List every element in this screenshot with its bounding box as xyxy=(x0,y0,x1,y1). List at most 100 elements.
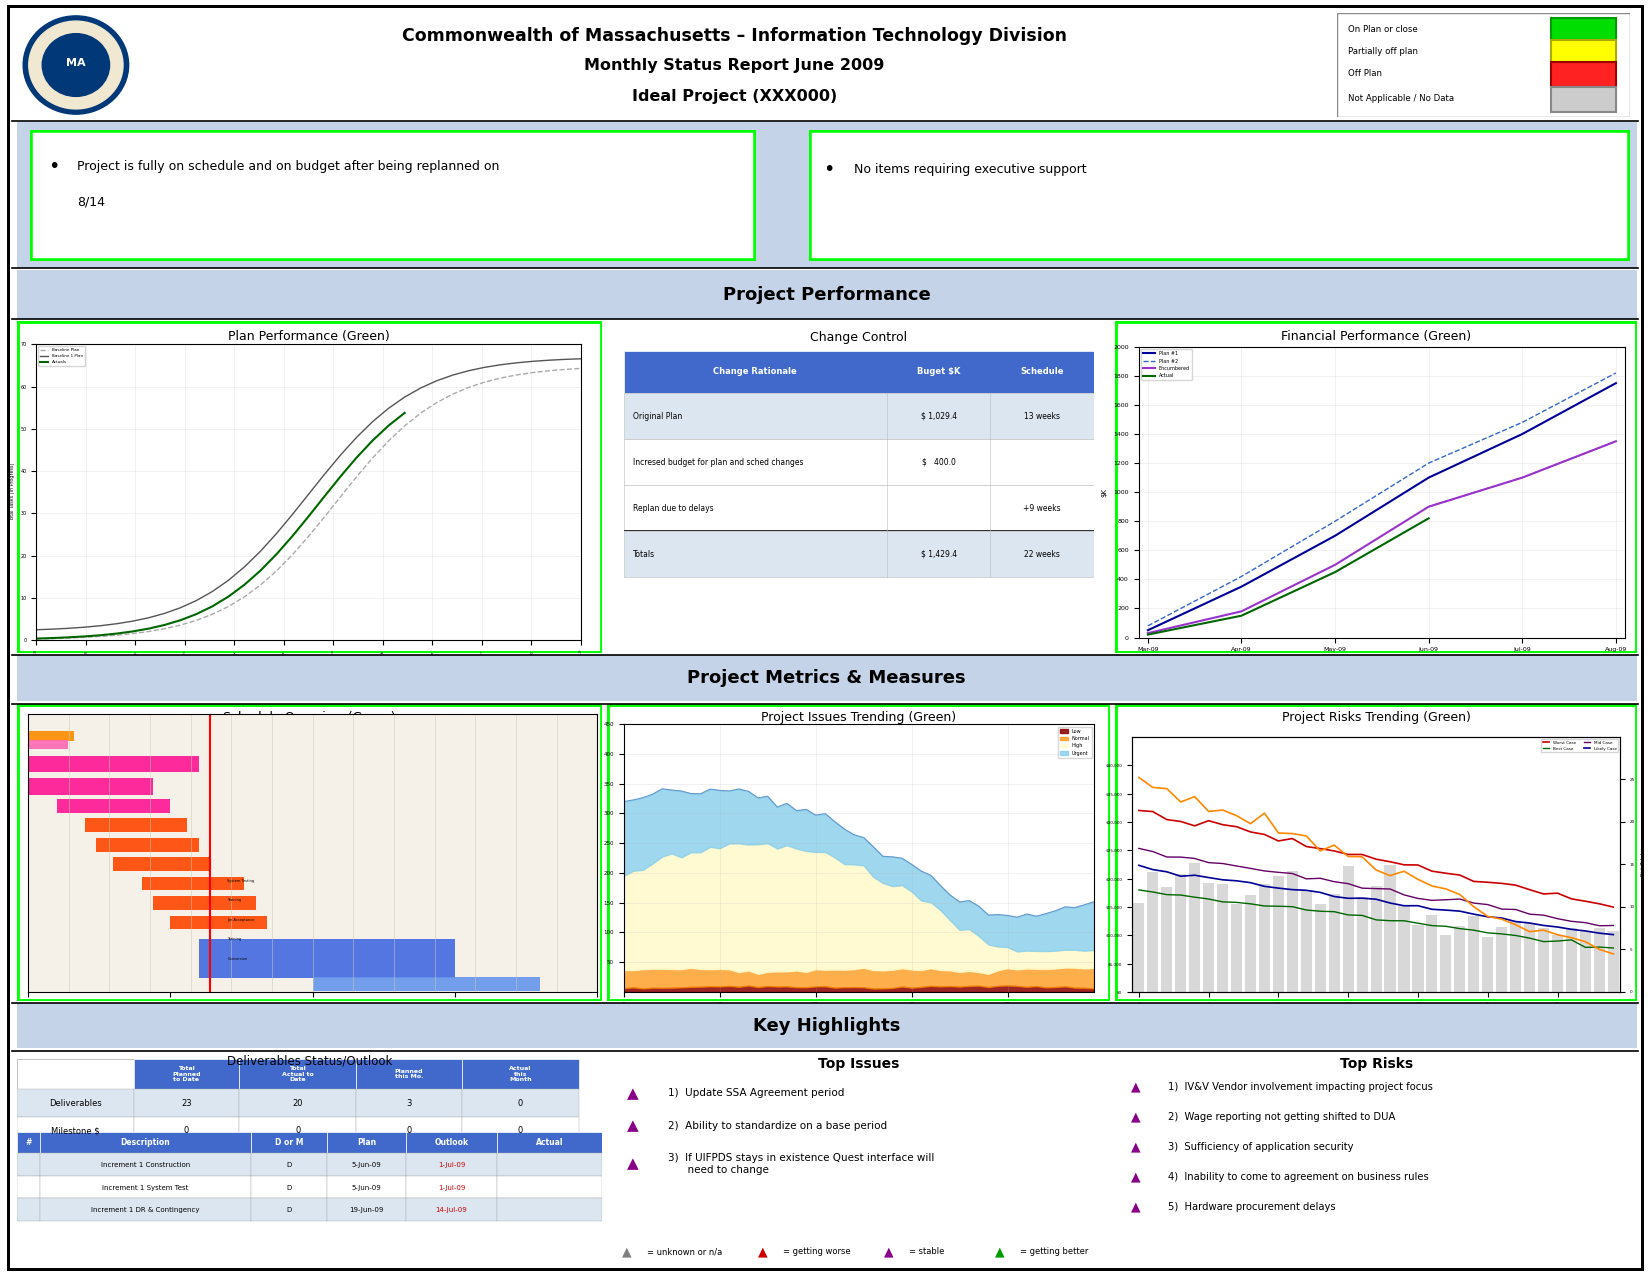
Text: Deliverables: Deliverables xyxy=(50,1099,101,1108)
Bar xyxy=(28,740,68,750)
Text: ▲: ▲ xyxy=(1130,1201,1140,1214)
Best Case xyxy=(1200,891,1219,907)
Worst Case xyxy=(1282,831,1302,847)
Bar xyxy=(239,1089,356,1117)
Worst Case xyxy=(1254,826,1274,842)
Text: ▲: ▲ xyxy=(627,1118,639,1133)
Text: Commonwealth of Massachusetts – Information Technology Division: Commonwealth of Massachusetts – Informat… xyxy=(401,27,1068,45)
Baseline Plan xyxy=(267,564,287,579)
Baseline Plan xyxy=(554,362,574,377)
Bar xyxy=(406,1198,497,1221)
Text: D: D xyxy=(285,1184,292,1191)
Worst Case xyxy=(1366,852,1386,867)
Text: Monthly Status Report June 2009: Monthly Status Report June 2009 xyxy=(584,57,884,73)
Bar xyxy=(1468,917,1480,992)
Baseline 1 Plan xyxy=(186,593,206,608)
Mid Case xyxy=(1157,849,1176,864)
Bar xyxy=(1551,40,1615,65)
Text: ▲: ▲ xyxy=(884,1246,894,1258)
Bar xyxy=(40,1176,251,1198)
Worst Case xyxy=(1185,819,1204,834)
Baseline Plan xyxy=(234,589,254,604)
Baseline Plan xyxy=(507,367,526,382)
Baseline 1 Plan xyxy=(540,353,559,368)
Worst Case xyxy=(1213,817,1233,833)
Text: ▲: ▲ xyxy=(1130,1141,1140,1154)
Text: Planned
this Mo.: Planned this Mo. xyxy=(394,1068,422,1080)
Worst Case xyxy=(1520,882,1539,898)
Text: Replan due to delays: Replan due to delays xyxy=(634,504,714,513)
Baseline 1 Plan xyxy=(91,618,111,634)
Actual xyxy=(1419,511,1439,527)
Bar xyxy=(239,1060,356,1089)
Mid Case xyxy=(1492,901,1511,917)
Plan #2 xyxy=(1605,366,1625,381)
Text: 13 weeks: 13 weeks xyxy=(1025,412,1061,421)
Text: D: D xyxy=(285,1207,292,1214)
Worst Case xyxy=(1589,896,1609,912)
Bar xyxy=(624,351,1094,393)
Baseline Plan xyxy=(427,395,447,411)
Text: 2)  Ability to standardize on a base period: 2) Ability to standardize on a base peri… xyxy=(668,1121,886,1131)
Text: ▲: ▲ xyxy=(995,1246,1005,1258)
Bar xyxy=(497,1176,602,1198)
Mid Case xyxy=(1533,908,1553,923)
Likely Case xyxy=(1407,898,1427,913)
Text: Milestone $: Milestone $ xyxy=(51,1126,99,1136)
Baseline 1 Plan xyxy=(427,374,447,389)
Best Case xyxy=(1157,887,1176,903)
Bar xyxy=(1162,887,1173,992)
Baseline Plan xyxy=(411,405,431,421)
Baseline Plan xyxy=(571,361,591,376)
Bar xyxy=(16,1176,40,1198)
Baseline Plan xyxy=(139,623,158,639)
Text: 5-Jun-09: 5-Jun-09 xyxy=(351,1184,381,1191)
Bar xyxy=(1399,905,1409,992)
Mid Case xyxy=(1353,881,1373,896)
Bar xyxy=(28,732,74,741)
Text: Top Issues: Top Issues xyxy=(818,1057,899,1071)
Bar xyxy=(1551,62,1615,87)
Mid Case xyxy=(1338,876,1358,891)
Baseline 1 Plan xyxy=(218,572,238,588)
Best Case xyxy=(1379,913,1399,928)
Best Case xyxy=(1604,941,1624,956)
Plan #1 xyxy=(1419,470,1439,486)
Encumbered xyxy=(1419,499,1439,514)
Bar xyxy=(1315,904,1327,992)
Bar xyxy=(1579,931,1591,992)
Line: Encumbered: Encumbered xyxy=(1148,441,1615,634)
Bar xyxy=(1510,921,1521,992)
Worst Case xyxy=(1310,842,1330,857)
Actual xyxy=(1231,608,1251,623)
Bar xyxy=(327,1132,406,1154)
Likely Case xyxy=(1492,910,1511,926)
Text: Jan Acceptance: Jan Acceptance xyxy=(228,918,254,922)
Best Case xyxy=(1422,918,1442,933)
Bar xyxy=(406,1154,497,1176)
Bar xyxy=(1566,928,1577,992)
Line: Mid Case: Mid Case xyxy=(1138,848,1614,926)
Bar xyxy=(327,1154,406,1176)
Bar xyxy=(1356,898,1368,992)
Baseline Plan xyxy=(170,617,190,632)
Worst Case xyxy=(1325,843,1345,858)
Mid Case xyxy=(1325,875,1345,890)
Mid Case xyxy=(1520,907,1539,922)
Actuals xyxy=(282,528,302,543)
Bar xyxy=(16,1089,134,1117)
Baseline 1 Plan xyxy=(346,430,366,445)
Baseline Plan xyxy=(299,529,318,544)
Text: Original Plan: Original Plan xyxy=(634,412,683,421)
Bar xyxy=(356,1117,462,1145)
Worst Case xyxy=(1407,857,1427,872)
Text: Change Rationale: Change Rationale xyxy=(713,367,797,376)
Baseline Plan xyxy=(475,375,495,390)
Text: #: # xyxy=(25,1139,31,1148)
Mid Case xyxy=(1576,915,1596,931)
Likely Case xyxy=(1129,858,1148,873)
Text: Actual: Actual xyxy=(536,1139,563,1148)
Worst Case xyxy=(1241,824,1261,839)
Text: 0: 0 xyxy=(295,1126,300,1136)
Text: Increment 1 Construction: Increment 1 Construction xyxy=(101,1163,190,1168)
